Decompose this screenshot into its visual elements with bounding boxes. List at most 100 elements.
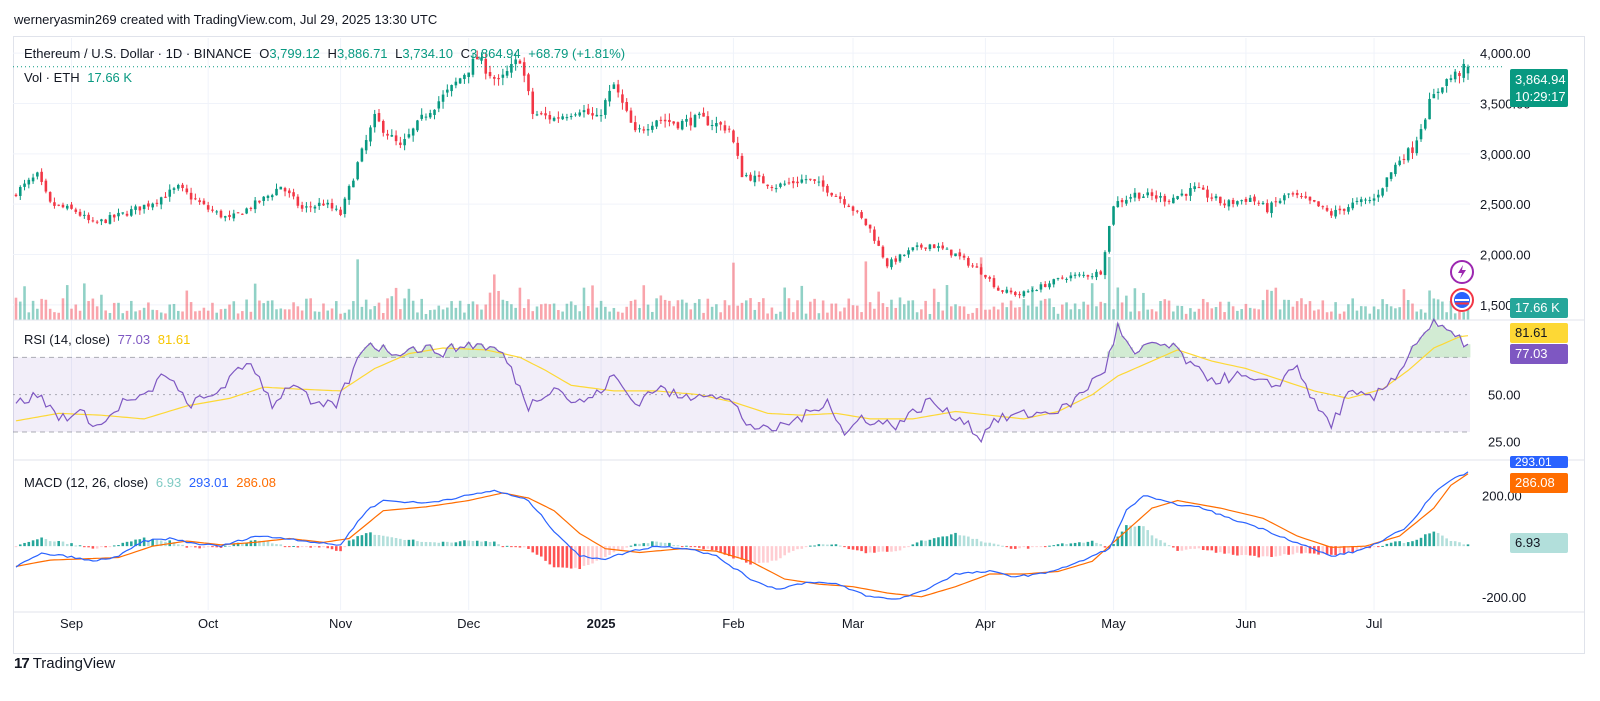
candle-body (258, 200, 261, 203)
candle-body (719, 122, 722, 125)
macd-histogram-bar (924, 540, 927, 547)
candle-body (1120, 200, 1124, 203)
macd-histogram-bar (599, 546, 603, 560)
candle-body (1236, 201, 1239, 205)
volume-bar (296, 306, 300, 320)
candle-body (1219, 196, 1222, 204)
rsi-overbought-fill (359, 319, 1471, 358)
macd-histogram-bar (142, 537, 146, 547)
candle-body (1197, 187, 1201, 189)
macd-histogram-bar (147, 540, 150, 547)
macd-histogram-bar (206, 546, 210, 548)
volume-bar (642, 285, 646, 320)
close-label: C (460, 46, 471, 61)
volume-bar (1184, 313, 1188, 320)
macd-histogram-bar (727, 546, 731, 557)
volume-bar (599, 300, 603, 320)
price-axis-tick: 3,000.00 (1480, 147, 1531, 162)
volume-bar (1201, 298, 1205, 320)
macd-histogram-bar (783, 546, 786, 556)
macd-histogram-bar (1458, 542, 1461, 547)
candle-body (1428, 98, 1431, 120)
candle-body (189, 192, 193, 200)
macd-histogram-bar (796, 546, 799, 550)
candle-body (335, 208, 338, 210)
candle-body (83, 214, 86, 216)
volume-bar (100, 294, 103, 320)
macd-histogram-bar (762, 546, 765, 563)
macd-histogram-bar (228, 545, 231, 547)
candle-body (104, 219, 107, 223)
macd-histogram-bar (300, 546, 304, 548)
volume-bar (894, 307, 898, 320)
volume-bar (61, 298, 65, 320)
candle-body (437, 101, 441, 109)
volume-bar (582, 287, 586, 320)
candle-body (488, 72, 492, 77)
candle-body (796, 181, 799, 184)
candle-body (992, 278, 996, 288)
candle-body (1223, 203, 1226, 206)
candle-body (903, 254, 906, 256)
us-flag-icon (1454, 292, 1470, 308)
price-axis-tick: 4,000.00 (1480, 46, 1531, 61)
volume-bar (437, 305, 441, 320)
event-bolt-icon[interactable] (1450, 260, 1474, 284)
macd-histogram-bar (1189, 546, 1192, 549)
macd-histogram-bar (1073, 542, 1077, 547)
macd-histogram-bar (305, 546, 308, 548)
macd-histogram-bar (117, 545, 120, 547)
macd-histogram-bar (574, 546, 577, 568)
macd-histogram-bar (347, 540, 351, 547)
candle-body (1406, 148, 1410, 161)
candle-body (1304, 196, 1307, 198)
candle-body (1210, 197, 1214, 199)
macd-histogram-bar (1052, 545, 1056, 547)
volume-bar (138, 310, 142, 320)
event-flag-icon[interactable] (1450, 288, 1474, 312)
macd-histogram-bar (1253, 546, 1256, 556)
candle-body (766, 184, 769, 187)
volume-bar (638, 308, 641, 320)
volume-bar (1056, 313, 1060, 320)
macd-histogram-bar (211, 546, 214, 548)
volume-bar (569, 301, 573, 320)
volume-bar (1453, 313, 1457, 320)
macd-histogram-bar (369, 532, 372, 547)
macd-histogram-bar (608, 546, 611, 556)
volume-bar (505, 301, 509, 320)
candle-body (44, 180, 48, 192)
candle-body (1201, 187, 1205, 190)
candle-body (787, 182, 791, 184)
volume-bar (1078, 309, 1081, 320)
time-axis-tick: Jun (1235, 616, 1256, 631)
candle-body (800, 179, 804, 183)
candle-body (505, 71, 509, 76)
candle-body (407, 134, 411, 138)
volume-bar (121, 313, 125, 320)
candle-body (1167, 200, 1171, 202)
candle-body (710, 125, 714, 127)
time-axis-tick: May (1101, 616, 1126, 631)
candle-body (215, 211, 218, 213)
volume-bar (1466, 308, 1470, 320)
volume-bar (843, 307, 846, 320)
volume-bar (796, 300, 799, 320)
volume-bar (510, 304, 513, 320)
candle-body (27, 179, 31, 185)
volume-bar (967, 313, 970, 320)
macd-histogram-bar (65, 543, 69, 547)
volume-bar (484, 304, 488, 320)
volume-bar (689, 309, 693, 320)
macd-histogram-bar (552, 546, 556, 568)
macd-histogram-bar (668, 542, 671, 547)
volume-bar (996, 309, 1000, 320)
macd-histogram-bar (1154, 538, 1158, 547)
macd-histogram-bar (663, 542, 667, 547)
volume-bar (399, 309, 402, 320)
volume-bar (275, 309, 278, 320)
volume-bar (762, 298, 765, 320)
volume-bar (800, 285, 804, 320)
candle-body (305, 206, 308, 208)
